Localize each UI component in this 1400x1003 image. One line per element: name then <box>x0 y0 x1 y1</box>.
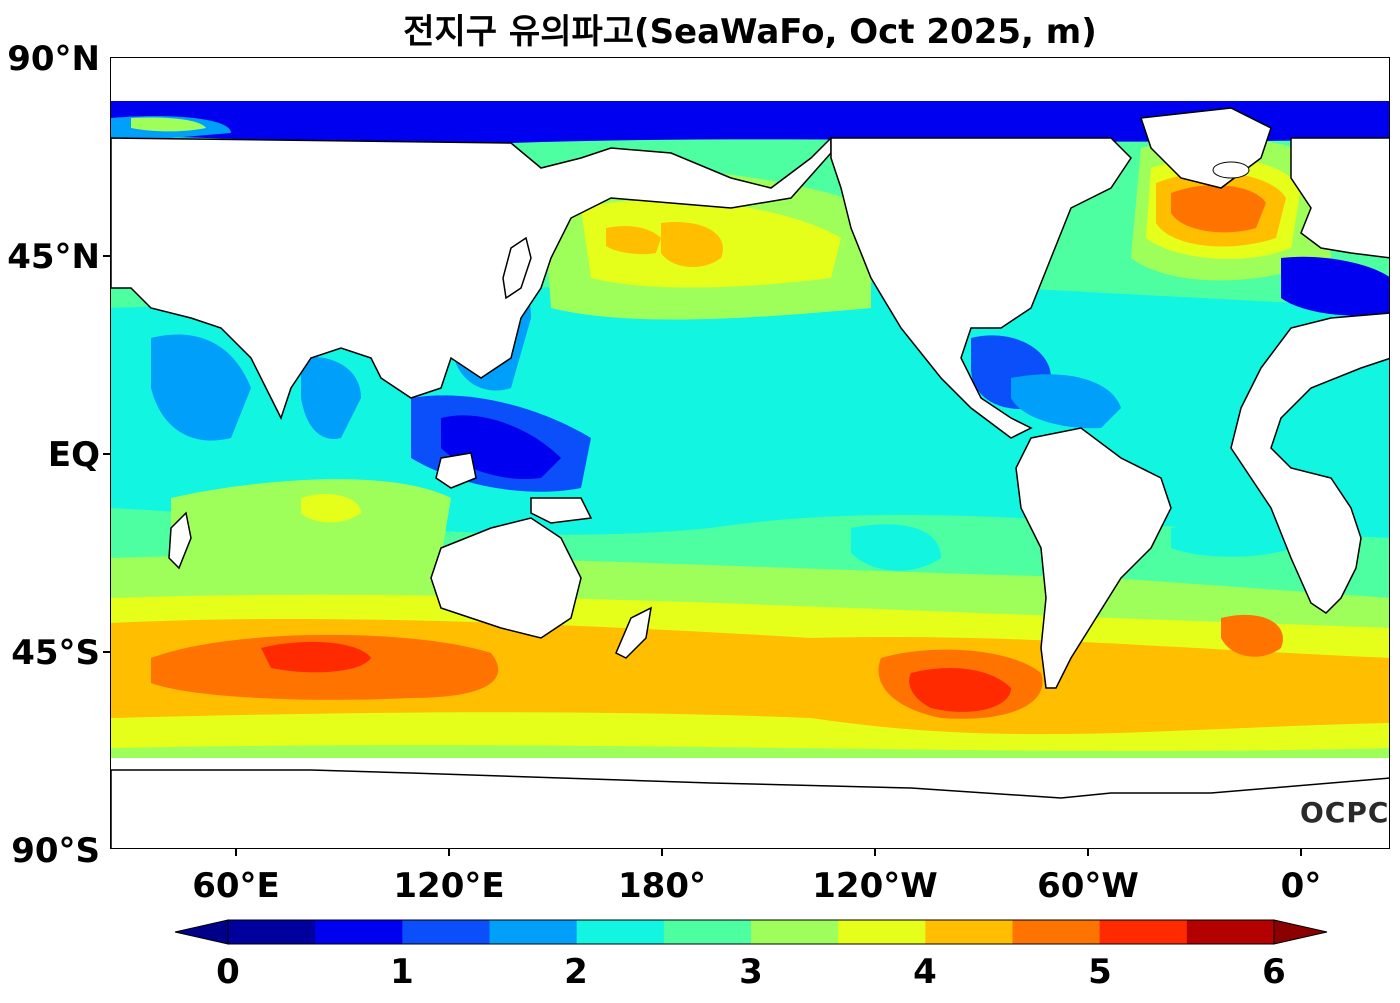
colorbar-label-1: 1 <box>390 952 414 992</box>
map-svg <box>111 58 1389 848</box>
colorbar-segment <box>1099 920 1188 944</box>
colorbar-under-arrow <box>174 919 229 945</box>
colorbar-label-4: 4 <box>913 952 937 992</box>
se-pacific-cyan2 <box>1171 522 1311 557</box>
y-label-90s: 90°S <box>11 831 100 871</box>
x-label-60w: 60°W <box>1037 866 1139 906</box>
caribbean-blue <box>1011 374 1121 429</box>
colorbar-label-6: 6 <box>1262 952 1286 992</box>
colorbar-segment <box>402 920 490 944</box>
africa-land <box>1230 312 1389 614</box>
borneo-land <box>435 452 477 489</box>
colorbar-segment <box>838 920 926 944</box>
y-label-45s: 45°S <box>11 633 100 673</box>
y-label-eq: EQ <box>47 435 100 475</box>
north-atlantic-orange <box>1171 185 1266 233</box>
y-label-45n: 45°N <box>7 237 100 277</box>
colorbar-segment <box>751 920 839 944</box>
australia-land <box>430 517 582 639</box>
x-label-120w: 120°W <box>812 866 938 906</box>
iceland-land <box>1212 161 1250 179</box>
colorbar-segment <box>925 920 1013 944</box>
indian-subtropic-yellow <box>301 493 361 523</box>
north-pacific-orange2 <box>661 222 723 268</box>
colorbar-segment <box>1012 920 1101 944</box>
colorbar-label-0: 0 <box>216 952 240 992</box>
colorbar-over-arrow <box>1273 919 1328 945</box>
x-tick <box>874 849 876 856</box>
colorbar-label-2: 2 <box>564 952 588 992</box>
colorbar-segment <box>228 920 316 944</box>
north-america-land <box>830 137 1132 439</box>
arabian-sea-blue <box>151 334 251 441</box>
arctic-blue <box>111 101 1389 145</box>
colorbar-segment <box>576 920 665 944</box>
ocpc-logo: OCPC <box>1300 796 1390 829</box>
atlantic-southern-orange <box>1221 614 1283 657</box>
y-label-90n: 90°N <box>7 39 100 79</box>
x-label-120e: 120°E <box>393 866 505 906</box>
north-pacific-orange <box>606 226 661 255</box>
south-america-land <box>1015 427 1172 689</box>
x-label-0: 0° <box>1280 866 1322 906</box>
pacific-southern-red <box>909 668 1011 712</box>
y-tick <box>103 453 110 455</box>
colorbar-segment <box>315 920 403 944</box>
wave-height-map <box>110 57 1390 849</box>
colorbar-segment <box>663 920 752 944</box>
x-label-180: 180° <box>618 866 706 906</box>
indian-subtropic-green <box>171 479 451 566</box>
new-zealand-land <box>615 606 652 659</box>
x-tick <box>661 849 663 856</box>
japan-land <box>502 236 532 300</box>
x-tick <box>1300 849 1302 856</box>
y-tick <box>103 651 110 653</box>
colorbar-label-3: 3 <box>739 952 763 992</box>
x-tick <box>448 849 450 856</box>
antarctica-land <box>111 769 1389 848</box>
y-tick <box>103 255 110 257</box>
colorbar-segments <box>228 920 1275 944</box>
colorbar-segment <box>1186 920 1275 944</box>
map-title: 전지구 유의파고(SeaWaFo, Oct 2025, m) <box>403 12 1097 52</box>
colorbar-segment <box>489 920 578 944</box>
x-tick <box>1087 849 1089 856</box>
se-pacific-cyan <box>851 524 941 571</box>
indian-southern-red <box>261 641 371 673</box>
x-label-60e: 60°E <box>192 866 280 906</box>
mediterranean-blue <box>1281 256 1389 316</box>
colorbar-label-5: 5 <box>1088 952 1112 992</box>
bay-bengal-blue <box>301 357 361 439</box>
eurasia-west-land <box>111 136 832 420</box>
madagascar-land <box>168 511 192 570</box>
polar-north-blank <box>111 58 1389 101</box>
colorbar-outline <box>227 919 1275 945</box>
x-tick <box>235 849 237 856</box>
arctic-green-patch <box>131 117 206 132</box>
new-guinea-land <box>530 497 593 524</box>
europe-land <box>1290 137 1389 259</box>
land-masses <box>111 107 1389 848</box>
